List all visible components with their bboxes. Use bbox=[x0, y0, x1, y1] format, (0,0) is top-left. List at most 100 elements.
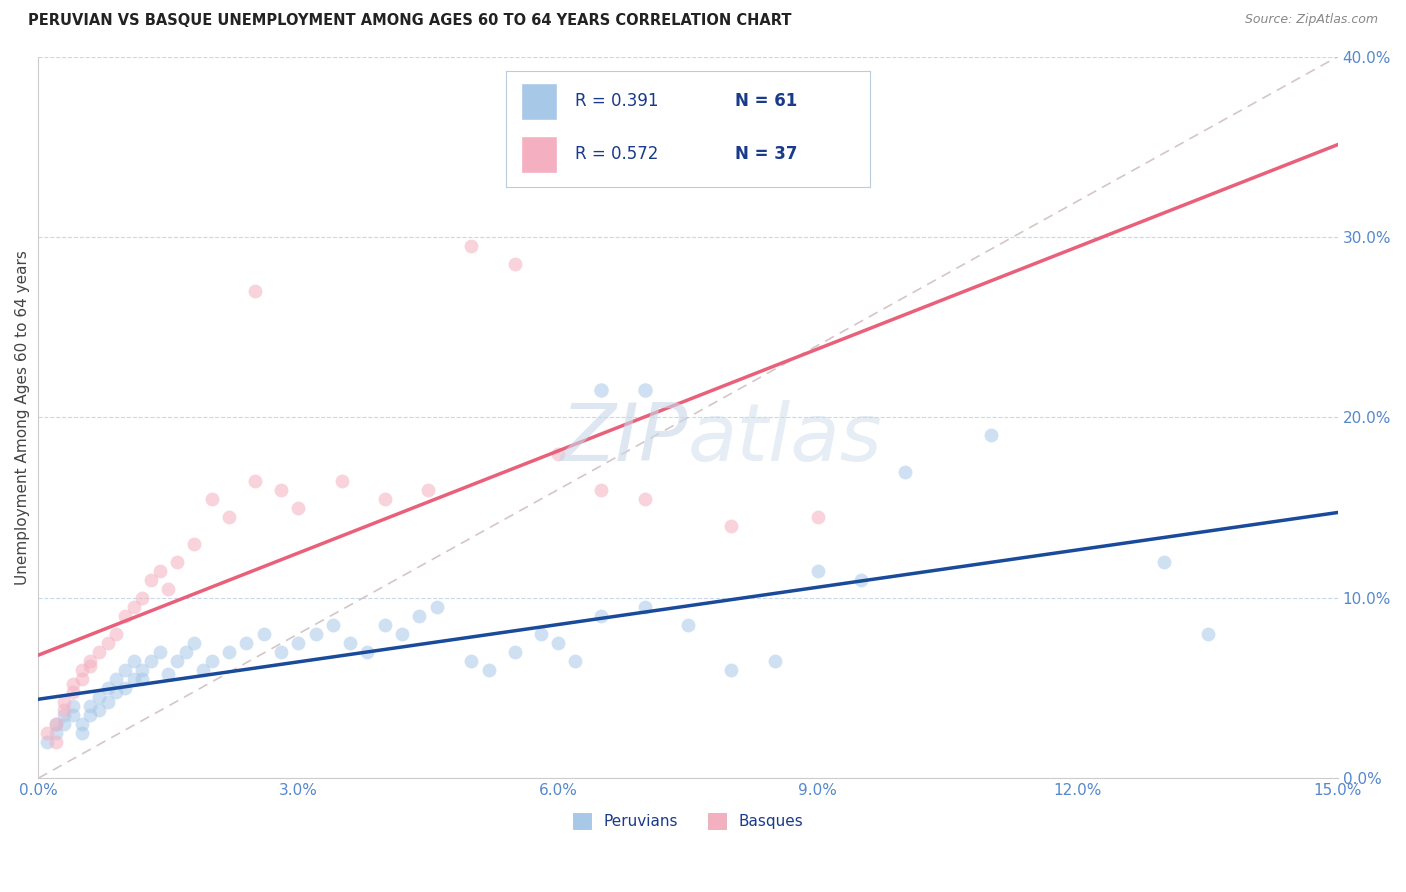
Point bbox=[139, 654, 162, 668]
Point bbox=[62, 677, 84, 691]
Point bbox=[1153, 555, 1175, 569]
Point bbox=[270, 645, 292, 659]
Point bbox=[166, 654, 188, 668]
Point bbox=[97, 681, 120, 695]
Point bbox=[460, 239, 482, 253]
Point bbox=[270, 483, 292, 497]
Point bbox=[591, 608, 613, 623]
Point bbox=[183, 636, 205, 650]
Point bbox=[53, 708, 76, 723]
Point bbox=[807, 564, 830, 578]
Point bbox=[183, 537, 205, 551]
Point bbox=[35, 726, 58, 740]
Point bbox=[391, 627, 413, 641]
Text: ZIP: ZIP bbox=[561, 401, 688, 478]
Point bbox=[287, 636, 309, 650]
Point bbox=[478, 663, 501, 677]
Point bbox=[79, 654, 101, 668]
Text: atlas: atlas bbox=[688, 401, 883, 478]
Point bbox=[53, 696, 76, 710]
Point bbox=[339, 636, 361, 650]
Text: Source: ZipAtlas.com: Source: ZipAtlas.com bbox=[1244, 13, 1378, 27]
Point bbox=[45, 717, 67, 731]
Point bbox=[530, 627, 553, 641]
Point bbox=[564, 654, 586, 668]
Point bbox=[851, 573, 873, 587]
Point bbox=[634, 384, 657, 398]
Point bbox=[503, 645, 526, 659]
Point bbox=[893, 465, 915, 479]
Point bbox=[131, 591, 153, 605]
Point bbox=[62, 699, 84, 714]
Point bbox=[1197, 627, 1219, 641]
Point bbox=[131, 672, 153, 686]
Point bbox=[45, 726, 67, 740]
Point bbox=[676, 618, 699, 632]
Point bbox=[149, 645, 172, 659]
Point bbox=[243, 284, 266, 298]
Point bbox=[408, 608, 430, 623]
Point bbox=[174, 645, 197, 659]
Point bbox=[426, 599, 449, 614]
Point bbox=[105, 627, 128, 641]
Point bbox=[166, 555, 188, 569]
Point bbox=[62, 684, 84, 698]
Point bbox=[218, 645, 240, 659]
Point bbox=[79, 699, 101, 714]
Point bbox=[131, 663, 153, 677]
Point bbox=[191, 663, 214, 677]
Point bbox=[105, 672, 128, 686]
Point bbox=[139, 573, 162, 587]
Point bbox=[374, 618, 396, 632]
Point bbox=[70, 726, 93, 740]
Point bbox=[35, 735, 58, 749]
Text: PERUVIAN VS BASQUE UNEMPLOYMENT AMONG AGES 60 TO 64 YEARS CORRELATION CHART: PERUVIAN VS BASQUE UNEMPLOYMENT AMONG AG… bbox=[28, 13, 792, 29]
Point bbox=[70, 672, 93, 686]
Y-axis label: Unemployment Among Ages 60 to 64 years: Unemployment Among Ages 60 to 64 years bbox=[15, 250, 30, 585]
Point bbox=[720, 663, 742, 677]
Point bbox=[252, 627, 274, 641]
Point bbox=[79, 659, 101, 673]
Point bbox=[200, 491, 222, 506]
Point bbox=[460, 654, 482, 668]
Point bbox=[45, 717, 67, 731]
Point bbox=[591, 483, 613, 497]
Point bbox=[807, 509, 830, 524]
Point bbox=[157, 582, 180, 596]
Point bbox=[503, 257, 526, 271]
Point bbox=[356, 645, 378, 659]
Point bbox=[287, 500, 309, 515]
Point bbox=[122, 672, 145, 686]
Point bbox=[218, 509, 240, 524]
Point bbox=[720, 518, 742, 533]
Point bbox=[53, 703, 76, 717]
Point bbox=[70, 717, 93, 731]
Point bbox=[547, 636, 569, 650]
Point bbox=[97, 696, 120, 710]
Point bbox=[114, 681, 136, 695]
Point bbox=[547, 446, 569, 460]
Point bbox=[416, 483, 439, 497]
Point bbox=[105, 684, 128, 698]
Point bbox=[330, 474, 353, 488]
Point bbox=[374, 491, 396, 506]
Point bbox=[79, 708, 101, 723]
Point bbox=[53, 717, 76, 731]
Point bbox=[634, 491, 657, 506]
Point bbox=[70, 663, 93, 677]
Point bbox=[114, 608, 136, 623]
Point bbox=[122, 654, 145, 668]
Point bbox=[304, 627, 326, 641]
Point bbox=[122, 599, 145, 614]
Point bbox=[591, 384, 613, 398]
Point bbox=[87, 690, 110, 704]
Point bbox=[980, 428, 1002, 442]
Point bbox=[87, 703, 110, 717]
Point bbox=[149, 564, 172, 578]
Point bbox=[62, 708, 84, 723]
Point bbox=[157, 666, 180, 681]
Point bbox=[243, 474, 266, 488]
Point bbox=[200, 654, 222, 668]
Point bbox=[322, 618, 344, 632]
Point bbox=[87, 645, 110, 659]
